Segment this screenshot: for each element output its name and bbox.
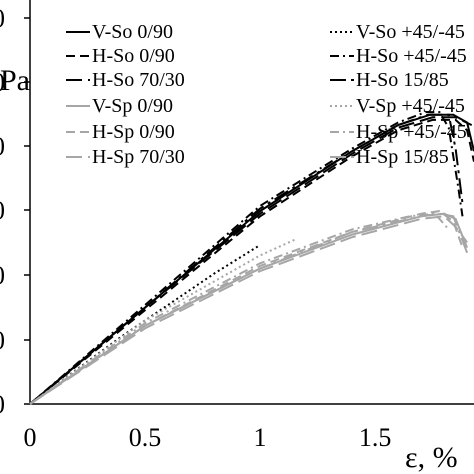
legend-label: V-So 0/90 xyxy=(92,21,173,43)
plot-frame xyxy=(29,0,474,405)
x-tick-label: 0 xyxy=(24,423,37,452)
series-line-3 xyxy=(29,118,474,405)
series-layer xyxy=(29,111,474,405)
y-tick-label: 0 xyxy=(0,326,5,355)
legend-label: H-So 70/30 xyxy=(92,69,185,91)
y-tick-label: 0 xyxy=(0,390,5,419)
legend-label: H-So 0/90 xyxy=(92,45,175,67)
y-tick-marks xyxy=(24,17,30,405)
y-tick-label: 0 xyxy=(0,196,5,225)
x-tick-label: 1.5 xyxy=(359,423,392,452)
series-line-8 xyxy=(29,238,296,405)
x-tick-label: 0.5 xyxy=(129,423,162,452)
y-axis-label-fragment: Pa xyxy=(0,64,30,97)
legend-label: H-So +45/-45 xyxy=(356,45,467,67)
legend-label: V-Sp +45/-45 xyxy=(356,95,465,117)
x-tick-label: 1 xyxy=(254,423,267,452)
x-axis-label: ε, % xyxy=(405,441,458,474)
legend-label: V-So +45/-45 xyxy=(356,21,465,43)
legend-label: H-Sp 0/90 xyxy=(92,121,175,143)
y-tick-label: 0 xyxy=(0,68,5,97)
y-tick-label: 0 xyxy=(0,261,5,290)
series-line-4 xyxy=(29,111,464,405)
legend: V-So 0/90 V-So +45/-45 H-So 0/90 H-So +45/-… xyxy=(66,21,467,168)
legend-label: H-So 15/85 xyxy=(356,69,449,91)
legend-label: H-Sp +45/-45 xyxy=(356,121,467,143)
legend-label: H-Sp 15/85 xyxy=(356,146,449,168)
series-line-5 xyxy=(29,116,473,405)
series-line-9 xyxy=(29,210,464,405)
y-tick-label: 0 xyxy=(0,4,5,33)
legend-label: H-Sp 70/30 xyxy=(92,146,185,168)
series-line-12 xyxy=(29,212,469,405)
x-tick-labels: 0 0.5 1 1.5 xyxy=(24,423,392,452)
y-tick-label: 0 xyxy=(0,132,5,161)
series-line-10 xyxy=(29,212,450,405)
series-line-11 xyxy=(29,215,468,405)
series-line-7 xyxy=(29,212,469,405)
legend-label: V-Sp 0/90 xyxy=(92,95,173,117)
y-tick-labels: 0 0 0 0 0 0 0 xyxy=(0,4,5,419)
